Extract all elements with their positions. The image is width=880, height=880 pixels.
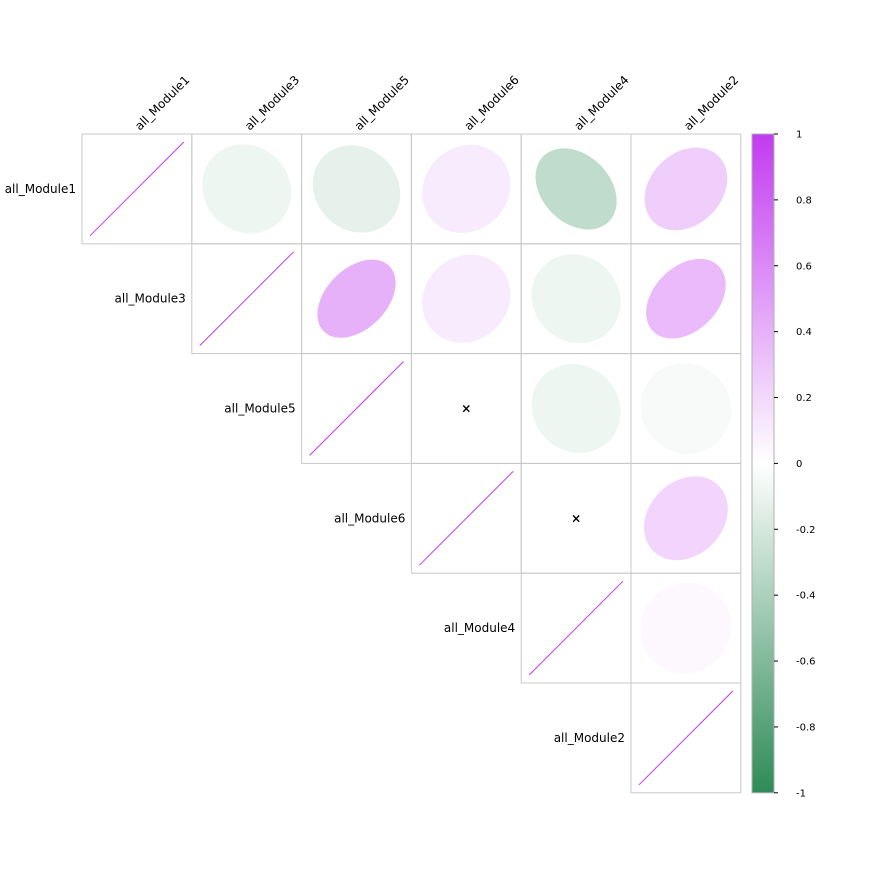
grid-lines bbox=[81, 133, 742, 794]
cell-all_Module3-all_Module3 bbox=[199, 251, 294, 346]
cell-all_Module2-all_Module2 bbox=[638, 690, 734, 786]
cell-all_Module6-all_Module6 bbox=[419, 471, 514, 566]
correlation-ellipse bbox=[202, 144, 292, 234]
column-label: all_Module3 bbox=[242, 73, 302, 133]
correlation-ellipse bbox=[531, 254, 621, 344]
cell-all_Module3-all_Module6 bbox=[422, 254, 511, 343]
correlation-ellipse bbox=[529, 472, 623, 565]
row-labels: all_Module1 all_Module3 all_Module5 all_Mod… bbox=[5, 182, 625, 745]
diagonal-line bbox=[309, 361, 404, 456]
row-label: all_Module3 bbox=[115, 292, 186, 306]
colorbar-tick-label: -0.8 bbox=[796, 722, 816, 733]
diagonal-line bbox=[89, 141, 185, 237]
column-label: all_Module5 bbox=[352, 73, 412, 133]
cell-all_Module1-all_Module6 bbox=[422, 144, 511, 234]
colorbar-gradient bbox=[751, 133, 775, 794]
cell-all_Module1-all_Module1 bbox=[89, 141, 185, 237]
colorbar-tick-label: 0.2 bbox=[796, 393, 812, 404]
row-label: all_Module6 bbox=[334, 511, 405, 525]
correlation-ellipse bbox=[420, 362, 513, 455]
cell-all_Module1-all_Module4 bbox=[535, 148, 617, 230]
column-label: all_Module2 bbox=[681, 73, 741, 133]
row-label: all_Module1 bbox=[5, 182, 76, 196]
cell-all_Module1-all_Module5 bbox=[312, 145, 401, 233]
colorbar-tick-label: 0 bbox=[796, 459, 802, 470]
cell-all_Module1-all_Module3 bbox=[202, 144, 292, 234]
column-label: all_Module6 bbox=[462, 73, 522, 133]
correlation-ellipse bbox=[644, 147, 728, 231]
cell-all_Module5-all_Module5 bbox=[309, 361, 404, 456]
insignificant-marker: × bbox=[571, 511, 581, 525]
cell-all_Module5-all_Module2 bbox=[640, 363, 732, 454]
row-label: all_Module4 bbox=[444, 621, 515, 635]
grid-cell bbox=[630, 682, 742, 794]
cell-all_Module3-all_Module4 bbox=[531, 254, 621, 344]
correlation-ellipse bbox=[646, 258, 726, 339]
colorbar-tick-label: 0.4 bbox=[796, 327, 812, 338]
correlation-ellipse bbox=[535, 148, 617, 230]
column-label: all_Module1 bbox=[132, 73, 192, 133]
colorbar-tick-label: 0.6 bbox=[796, 261, 812, 272]
correlation-cells: ×× bbox=[89, 141, 734, 786]
colorbar-tick-label: 1 bbox=[796, 130, 802, 141]
colorbar: 1 0.8 0.6 0.4 0.2 0 -0.2 -0.4 -0.6 -0.8 -1 bbox=[751, 130, 816, 799]
cell-all_Module5-all_Module4 bbox=[531, 363, 621, 454]
column-label: all_Module4 bbox=[571, 73, 631, 133]
row-label: all_Module5 bbox=[224, 402, 295, 416]
cell-all_Module4-all_Module2 bbox=[640, 582, 732, 674]
diagonal-line bbox=[419, 471, 514, 566]
colorbar-tick-label: -0.6 bbox=[796, 657, 816, 668]
correlation-ellipse bbox=[312, 145, 401, 233]
diagonal-line bbox=[528, 580, 624, 676]
correlation-ellipse bbox=[640, 582, 732, 674]
diagonal-line bbox=[199, 251, 294, 346]
cell-all_Module6-all_Module2 bbox=[644, 476, 728, 561]
cell-all_Module1-all_Module2 bbox=[644, 147, 728, 231]
colorbar-tick-label: -0.2 bbox=[796, 525, 816, 536]
cell-all_Module3-all_Module2 bbox=[646, 258, 726, 339]
cell-all_Module6-all_Module4: × bbox=[529, 472, 623, 565]
colorbar-tick-label: -0.4 bbox=[796, 591, 816, 602]
correlation-ellipse bbox=[317, 259, 396, 338]
cell-all_Module5-all_Module6: × bbox=[420, 362, 513, 455]
colorbar-tick-label: 0.8 bbox=[796, 195, 812, 206]
column-labels: all_Module1 all_Module3 all_Module5 all_Mod… bbox=[132, 73, 741, 133]
cell-all_Module4-all_Module4 bbox=[528, 580, 624, 676]
diagonal-line bbox=[638, 690, 734, 786]
colorbar-tick-label: -1 bbox=[796, 788, 806, 799]
correlation-ellipse bbox=[644, 476, 728, 561]
row-label: all_Module2 bbox=[554, 731, 625, 745]
cell-all_Module3-all_Module5 bbox=[317, 259, 396, 338]
correlation-ellipse bbox=[531, 363, 621, 454]
correlation-ellipse bbox=[640, 363, 732, 454]
insignificant-marker: × bbox=[461, 402, 471, 416]
correlation-ellipse bbox=[422, 144, 511, 234]
correlation-ellipse bbox=[422, 254, 511, 343]
